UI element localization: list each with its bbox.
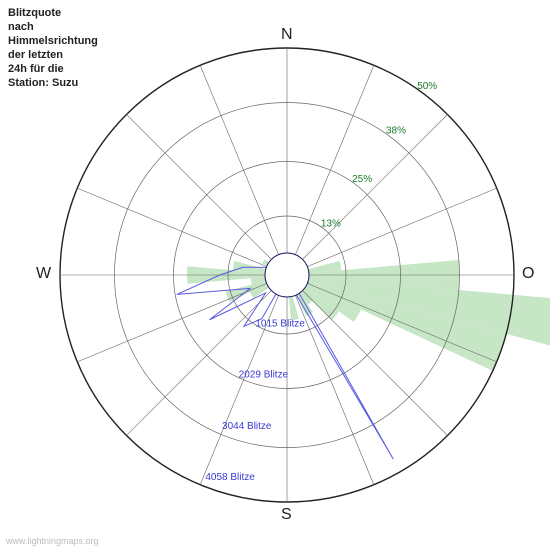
ring-label: 38% (386, 126, 406, 137)
count-label: 1015 Blitze (255, 318, 305, 329)
count-label: 3044 Blitze (222, 421, 272, 432)
wind-rose-chart: 13%25%38%50%1015 Blitze2029 Blitze3044 B… (0, 0, 550, 550)
radial-line (287, 188, 497, 275)
radial-line (287, 114, 448, 275)
compass-w: W (36, 265, 51, 283)
radial-line (77, 188, 287, 275)
radial-line (126, 275, 287, 436)
ring-label: 25% (352, 174, 372, 185)
attribution: www.lightningmaps.org (6, 536, 99, 546)
count-label: 2029 Blitze (239, 370, 289, 381)
radial-line (287, 65, 374, 275)
radial-line (126, 114, 287, 275)
compass-s: S (281, 506, 292, 524)
radial-line (200, 65, 287, 275)
compass-e: O (522, 265, 534, 283)
center-disc (265, 253, 309, 297)
compass-n: N (281, 26, 293, 44)
count-label: 4058 Blitze (205, 472, 255, 483)
